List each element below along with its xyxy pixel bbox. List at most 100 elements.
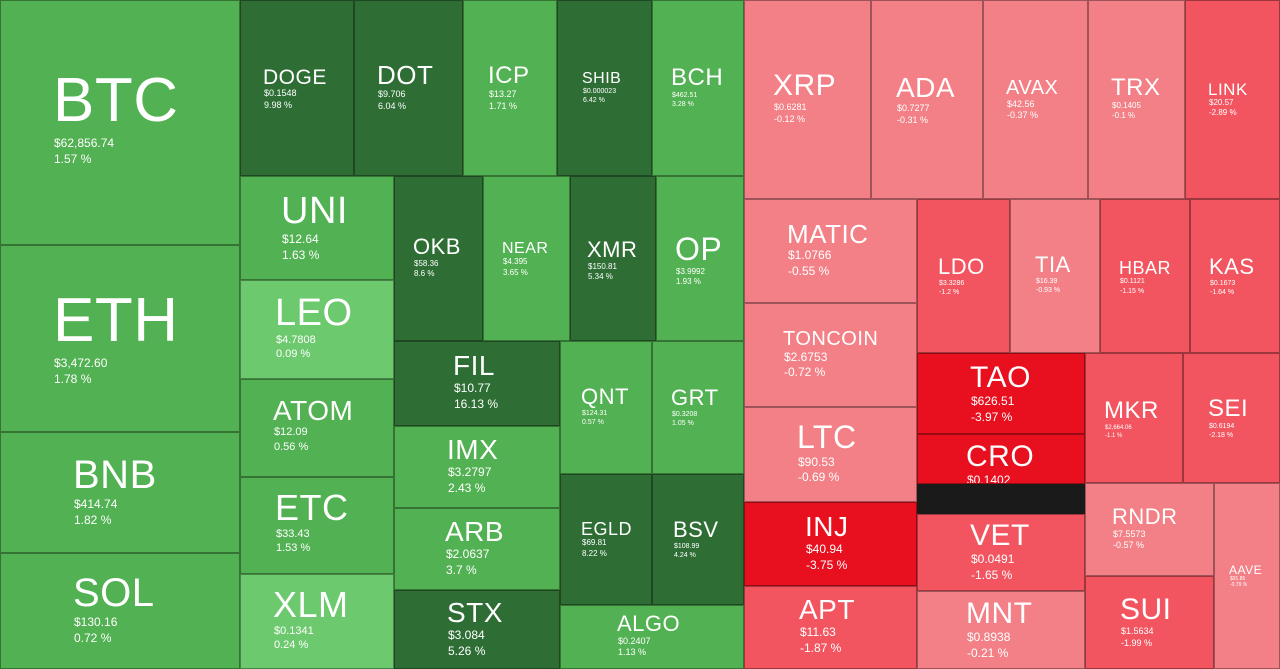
tile-price: $10.77 bbox=[454, 381, 491, 396]
tile-price: $108.99 bbox=[674, 542, 700, 550]
tile-ldo[interactable]: LDO $3.3286 -1.2 % bbox=[917, 199, 1010, 353]
tile-inj[interactable]: INJ $40.94 -3.75 % bbox=[744, 502, 917, 586]
tile-near[interactable]: NEAR $4.395 3.65 % bbox=[483, 176, 570, 341]
tile-avax[interactable]: AVAX $42.56 -0.37 % bbox=[983, 0, 1088, 199]
tile-toncoin[interactable]: TONCOIN $2.6753 -0.72 % bbox=[744, 303, 917, 407]
tile-change: 1.78 % bbox=[54, 371, 92, 386]
tile-symbol: OP bbox=[675, 231, 723, 267]
tile-aave[interactable]: AAVE $91.85 -0.79 % bbox=[1214, 483, 1280, 669]
tile-symbol: ARB bbox=[445, 516, 505, 547]
tile-change: -0.55 % bbox=[788, 263, 830, 278]
tile-xlm[interactable]: XLM $0.1341 0.24 % bbox=[240, 574, 394, 669]
tile-matic[interactable]: MATIC $1.0766 -0.55 % bbox=[744, 199, 917, 303]
tile-symbol: TRX bbox=[1111, 74, 1161, 101]
tile-price: $12.64 bbox=[282, 232, 319, 247]
tile-change: 2.43 % bbox=[448, 480, 486, 495]
tile-price: $2.0637 bbox=[446, 547, 490, 562]
tile-symbol: APT bbox=[799, 594, 855, 625]
tile-symbol: AAVE bbox=[1229, 563, 1263, 577]
tile-price: $0.1673 bbox=[1210, 279, 1236, 287]
tile-sui[interactable]: SUI $1.5634 -1.99 % bbox=[1085, 576, 1214, 669]
tile-symbol: QNT bbox=[581, 384, 629, 409]
tile-tao[interactable]: TAO $626.51 -3.97 % bbox=[917, 353, 1085, 434]
tile-price: $0.000023 bbox=[583, 88, 617, 96]
tile-symbol: KAS bbox=[1209, 254, 1255, 279]
tile-mnt[interactable]: MNT $0.8938 -0.21 % bbox=[917, 591, 1085, 669]
tile-fil[interactable]: FIL $10.77 16.13 % bbox=[394, 341, 560, 426]
tile-bch[interactable]: BCH $462.51 3.28 % bbox=[652, 0, 744, 176]
tile-symbol: SHIB bbox=[582, 70, 622, 87]
tile-leo[interactable]: LEO $4.7808 0.09 % bbox=[240, 280, 394, 379]
tile-atom[interactable]: ATOM $12.09 0.56 % bbox=[240, 379, 394, 477]
tile-op[interactable]: OP $3.9992 1.93 % bbox=[656, 176, 744, 341]
tile-symbol: HBAR bbox=[1119, 258, 1172, 278]
tile-price: $62,856.74 bbox=[54, 135, 115, 150]
tile-change: -0.93 % bbox=[1036, 286, 1061, 294]
tile-symbol: MATIC bbox=[787, 219, 869, 249]
tile-etc[interactable]: ETC $33.43 1.53 % bbox=[240, 477, 394, 574]
tile-price: $0.6194 bbox=[1209, 422, 1235, 430]
tile-symbol: TONCOIN bbox=[783, 328, 879, 350]
tile-symbol: GRT bbox=[671, 385, 719, 410]
tile-price: $4.395 bbox=[503, 257, 528, 267]
tile-dot[interactable]: DOT $9.706 6.04 % bbox=[354, 0, 463, 176]
tile-symbol: ATOM bbox=[273, 395, 354, 426]
tile-change: 8.6 % bbox=[414, 269, 435, 279]
tile-apt[interactable]: APT $11.63 -1.87 % bbox=[744, 586, 917, 669]
tile-icp[interactable]: ICP $13.27 1.71 % bbox=[463, 0, 557, 176]
tile-symbol: BNB bbox=[73, 453, 157, 497]
tile-change: 1.05 % bbox=[672, 419, 694, 427]
tile-kas[interactable]: KAS $0.1673 -1.64 % bbox=[1190, 199, 1280, 353]
tile-price: $7.5573 bbox=[1113, 528, 1146, 539]
tile-doge[interactable]: DOGE $0.1548 9.98 % bbox=[240, 0, 354, 176]
tile-btc[interactable]: BTC $62,856.74 1.57 % bbox=[0, 0, 240, 245]
tile-change: -3.97 % bbox=[971, 410, 1013, 424]
tile-qnt[interactable]: QNT $124.31 0.57 % bbox=[560, 341, 652, 474]
tile-vet[interactable]: VET $0.0491 -1.65 % bbox=[917, 514, 1085, 591]
tile-hbar[interactable]: HBAR $0.1121 -1.15 % bbox=[1100, 199, 1190, 353]
tile-change: 0.56 % bbox=[274, 440, 309, 453]
tile-sol[interactable]: SOL $130.16 0.72 % bbox=[0, 553, 240, 669]
tile-arb[interactable]: ARB $2.0637 3.7 % bbox=[394, 508, 560, 590]
tile-price: $0.8938 bbox=[967, 630, 1011, 645]
tile-symbol: EGLD bbox=[581, 519, 633, 539]
tile-symbol: RNDR bbox=[1112, 504, 1178, 529]
tile-price: $33.43 bbox=[276, 527, 310, 540]
tile-grt[interactable]: GRT $0.3208 1.05 % bbox=[652, 341, 744, 474]
tile-trx[interactable]: TRX $0.1405 -0.1 % bbox=[1088, 0, 1185, 199]
tile-change: -1.1 % bbox=[1105, 432, 1123, 439]
tile-eth[interactable]: ETH $3,472.60 1.78 % bbox=[0, 245, 240, 432]
tile-symbol: LDO bbox=[938, 254, 985, 279]
tile-symbol: ETC bbox=[275, 487, 349, 528]
tile-change: 4.24 % bbox=[674, 551, 696, 559]
tile-tia[interactable]: TIA $16.39 -0.93 % bbox=[1010, 199, 1100, 353]
tile-price: $90.53 bbox=[798, 454, 835, 469]
tile-rndr[interactable]: RNDR $7.5573 -0.57 % bbox=[1085, 483, 1214, 576]
tile-shib[interactable]: SHIB $0.000023 6.42 % bbox=[557, 0, 652, 176]
tile-symbol: SOL bbox=[73, 571, 155, 615]
tile-mkr[interactable]: MKR $2,664.06 -1.1 % bbox=[1085, 353, 1183, 483]
tile-algo[interactable]: ALGO $0.2407 1.13 % bbox=[560, 605, 744, 669]
tile-change: -0.21 % bbox=[967, 646, 1009, 660]
tile-xrp[interactable]: XRP $0.6281 -0.12 % bbox=[744, 0, 871, 199]
tile-xmr[interactable]: XMR $150.81 5.34 % bbox=[570, 176, 656, 341]
tile-change: 0.57 % bbox=[582, 418, 604, 426]
tile-stx[interactable]: STX $3.084 5.26 % bbox=[394, 590, 560, 669]
tile-link[interactable]: LINK $20.57 -2.89 % bbox=[1185, 0, 1280, 199]
tile-change: 5.34 % bbox=[588, 272, 613, 282]
tile-symbol: LEO bbox=[275, 292, 353, 334]
tile-bnb[interactable]: BNB $414.74 1.82 % bbox=[0, 432, 240, 553]
tile-okb[interactable]: OKB $58.36 8.6 % bbox=[394, 176, 483, 341]
tile-ltc[interactable]: LTC $90.53 -0.69 % bbox=[744, 407, 917, 502]
tile-sei[interactable]: SEI $0.6194 -2.18 % bbox=[1183, 353, 1280, 483]
tile-price: $626.51 bbox=[971, 394, 1015, 409]
tile-symbol: LINK bbox=[1208, 79, 1248, 99]
tile-price: $13.27 bbox=[489, 88, 517, 99]
tile-ada[interactable]: ADA $0.7277 -0.31 % bbox=[871, 0, 983, 199]
tile-egld[interactable]: EGLD $69.81 8.22 % bbox=[560, 474, 652, 605]
tile-bsv[interactable]: BSV $108.99 4.24 % bbox=[652, 474, 744, 605]
tile-price: $3.3286 bbox=[939, 279, 965, 287]
tile-imx[interactable]: IMX $3.2797 2.43 % bbox=[394, 426, 560, 508]
tile-cro[interactable]: CRO$0.1402-5.91 % bbox=[917, 434, 1085, 484]
tile-uni[interactable]: UNI $12.64 1.63 % bbox=[240, 176, 394, 280]
